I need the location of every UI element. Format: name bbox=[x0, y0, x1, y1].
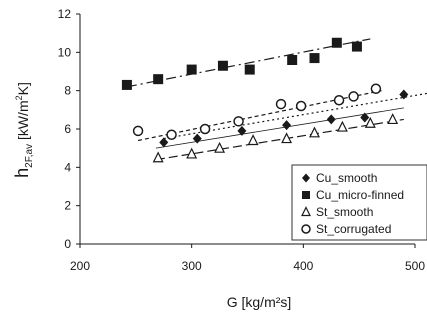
data-point-st-corrugated bbox=[199, 123, 211, 135]
x-tick-label: 400 bbox=[293, 259, 313, 273]
legend-label-cu-micro-finned: Cu_micro-finned bbox=[316, 188, 404, 202]
data-point-st-smooth bbox=[387, 113, 399, 125]
x-tick-label: 300 bbox=[182, 259, 202, 273]
legend: Cu_smooth Cu_micro-finned St_smooth St_corr… bbox=[291, 164, 427, 241]
data-point-st-corrugated bbox=[348, 91, 359, 102]
data-point-cu-micro-finned bbox=[287, 55, 298, 65]
data-point-st-smooth bbox=[309, 126, 320, 138]
data-point-cu-micro-finned bbox=[121, 79, 132, 90]
data-point-st-smooth bbox=[247, 134, 259, 146]
data-point-st-corrugated bbox=[166, 129, 177, 140]
data-point-cu-smooth bbox=[192, 133, 202, 144]
y-tick-label: 12 bbox=[58, 7, 72, 21]
data-point-st-smooth bbox=[336, 120, 348, 132]
x-axis-title: G [kg/m²s] bbox=[227, 294, 292, 310]
y-tick-label: 2 bbox=[64, 199, 71, 213]
trendline-fit bbox=[155, 107, 404, 149]
data-point-cu-smooth bbox=[360, 112, 370, 123]
data-point-st-corrugated bbox=[275, 98, 287, 110]
data-point-st-corrugated bbox=[132, 125, 144, 137]
data-point-cu-smooth bbox=[237, 125, 247, 136]
data-point-cu-micro-finned bbox=[309, 53, 320, 64]
y-tick-label: 6 bbox=[64, 122, 71, 136]
data-point-st-corrugated bbox=[233, 116, 244, 127]
data-point-st-smooth bbox=[186, 147, 198, 159]
data-point-cu-smooth bbox=[282, 120, 292, 131]
data-point-st-corrugated bbox=[295, 100, 307, 112]
legend-box bbox=[291, 164, 427, 241]
data-point-cu-micro-finned bbox=[217, 60, 228, 71]
x-tick-label: 500 bbox=[405, 259, 425, 273]
data-point-st-smooth bbox=[281, 132, 293, 144]
data-point-cu-smooth bbox=[326, 114, 336, 125]
trendline-cu-micro-finned bbox=[126, 38, 371, 88]
y-axis-title: h2F,av [kW/m2K] bbox=[12, 82, 35, 178]
data-point-st-corrugated bbox=[333, 95, 345, 106]
y-axis-title-units-sup: 2 bbox=[14, 95, 24, 100]
plot-area: 0 2 4 6 8 10 12 200 300 400 500 bbox=[58, 7, 427, 273]
y-tick-label: 4 bbox=[64, 160, 71, 174]
y-tick-label: 0 bbox=[64, 237, 71, 251]
data-point-cu-smooth bbox=[399, 89, 409, 100]
y-tick-label: 10 bbox=[58, 45, 72, 59]
data-point-st-smooth bbox=[364, 116, 376, 128]
data-point-st-smooth bbox=[214, 141, 226, 153]
legend-marker-st-corrugated bbox=[301, 224, 311, 234]
legend-marker-cu-micro-finned bbox=[302, 191, 310, 199]
y-tick-label: 8 bbox=[64, 84, 71, 98]
data-point-cu-smooth bbox=[159, 137, 169, 148]
legend-marker-st-smooth bbox=[301, 206, 311, 217]
legend-marker-cu-smooth bbox=[302, 173, 310, 183]
y-axis-title-sub: 2F,av bbox=[24, 144, 35, 168]
data-point-cu-micro-finned bbox=[153, 74, 164, 85]
data-point-st-corrugated bbox=[370, 83, 382, 94]
legend-label-st-smooth: St_smooth bbox=[316, 205, 373, 219]
data-point-st-smooth bbox=[152, 151, 164, 163]
data-point-cu-micro-finned bbox=[331, 37, 342, 48]
data-point-cu-micro-finned bbox=[244, 64, 255, 75]
y-axis-title-units: [kW/m bbox=[15, 100, 31, 144]
data-point-cu-micro-finned bbox=[186, 64, 197, 75]
legend-label-cu-smooth: Cu_smooth bbox=[316, 171, 377, 185]
x-tick-label: 200 bbox=[70, 259, 90, 273]
y-axis-title-units-tail: K] bbox=[15, 82, 31, 95]
legend-label-st-corrugated: St_corrugated bbox=[316, 222, 391, 236]
trendline-st-smooth bbox=[155, 118, 404, 161]
data-point-cu-micro-finned bbox=[351, 41, 362, 52]
y-axis-title-h: h bbox=[12, 168, 32, 178]
